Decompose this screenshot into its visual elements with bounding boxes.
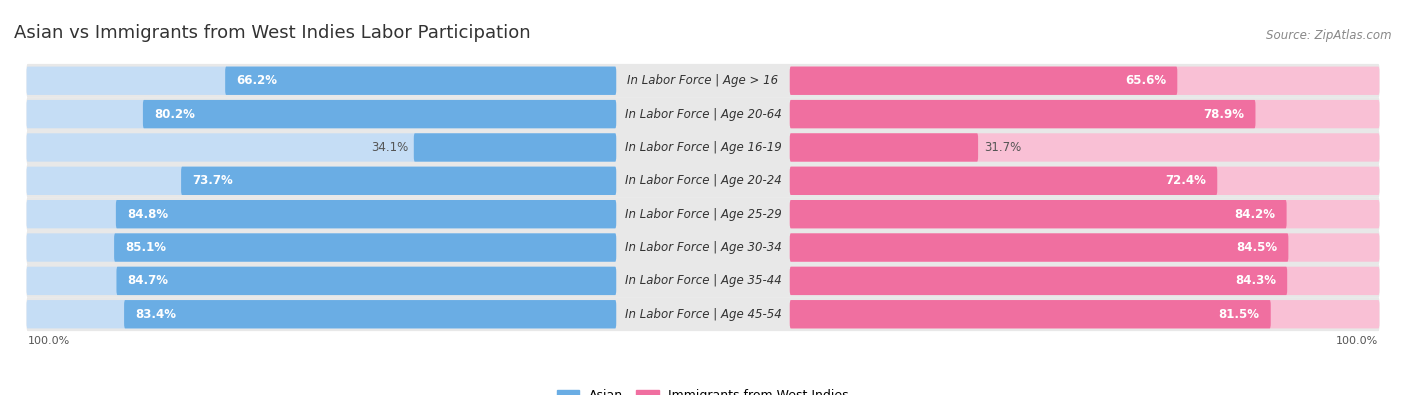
Text: Source: ZipAtlas.com: Source: ZipAtlas.com xyxy=(1267,29,1392,42)
FancyBboxPatch shape xyxy=(790,67,1177,95)
FancyBboxPatch shape xyxy=(790,300,1271,328)
FancyBboxPatch shape xyxy=(790,300,1379,328)
Text: 34.1%: 34.1% xyxy=(371,141,408,154)
Text: 84.8%: 84.8% xyxy=(127,208,169,221)
FancyBboxPatch shape xyxy=(114,233,616,262)
FancyBboxPatch shape xyxy=(143,100,616,128)
Text: 80.2%: 80.2% xyxy=(155,107,195,120)
Text: 78.9%: 78.9% xyxy=(1204,107,1244,120)
Text: 83.4%: 83.4% xyxy=(135,308,176,321)
FancyBboxPatch shape xyxy=(790,100,1256,128)
FancyBboxPatch shape xyxy=(790,100,1379,128)
Text: 84.5%: 84.5% xyxy=(1236,241,1277,254)
Text: In Labor Force | Age 16-19: In Labor Force | Age 16-19 xyxy=(624,141,782,154)
FancyBboxPatch shape xyxy=(27,131,1379,164)
Text: 72.4%: 72.4% xyxy=(1166,174,1206,187)
Text: In Labor Force | Age 30-34: In Labor Force | Age 30-34 xyxy=(624,241,782,254)
FancyBboxPatch shape xyxy=(115,200,616,228)
FancyBboxPatch shape xyxy=(790,233,1288,262)
Text: 66.2%: 66.2% xyxy=(236,74,277,87)
FancyBboxPatch shape xyxy=(27,167,616,195)
Text: 100.0%: 100.0% xyxy=(1336,336,1378,346)
Text: 84.7%: 84.7% xyxy=(128,275,169,288)
Text: 31.7%: 31.7% xyxy=(984,141,1021,154)
FancyBboxPatch shape xyxy=(790,133,979,162)
FancyBboxPatch shape xyxy=(790,233,1379,262)
FancyBboxPatch shape xyxy=(790,267,1379,295)
FancyBboxPatch shape xyxy=(27,267,616,295)
Text: In Labor Force | Age > 16: In Labor Force | Age > 16 xyxy=(627,74,779,87)
Text: In Labor Force | Age 20-24: In Labor Force | Age 20-24 xyxy=(624,174,782,187)
FancyBboxPatch shape xyxy=(225,67,616,95)
Text: In Labor Force | Age 25-29: In Labor Force | Age 25-29 xyxy=(624,208,782,221)
FancyBboxPatch shape xyxy=(117,267,616,295)
FancyBboxPatch shape xyxy=(27,97,1379,131)
Text: 65.6%: 65.6% xyxy=(1125,74,1166,87)
FancyBboxPatch shape xyxy=(790,200,1286,228)
FancyBboxPatch shape xyxy=(790,167,1218,195)
Text: In Labor Force | Age 35-44: In Labor Force | Age 35-44 xyxy=(624,275,782,288)
FancyBboxPatch shape xyxy=(790,167,1379,195)
Text: 73.7%: 73.7% xyxy=(193,174,233,187)
FancyBboxPatch shape xyxy=(27,64,1379,98)
FancyBboxPatch shape xyxy=(27,198,1379,231)
Text: 84.2%: 84.2% xyxy=(1234,208,1275,221)
Text: In Labor Force | Age 45-54: In Labor Force | Age 45-54 xyxy=(624,308,782,321)
FancyBboxPatch shape xyxy=(27,67,616,95)
FancyBboxPatch shape xyxy=(27,164,1379,198)
FancyBboxPatch shape xyxy=(27,264,1379,298)
Text: In Labor Force | Age 20-64: In Labor Force | Age 20-64 xyxy=(624,107,782,120)
FancyBboxPatch shape xyxy=(27,200,616,228)
FancyBboxPatch shape xyxy=(790,133,1379,162)
FancyBboxPatch shape xyxy=(413,133,616,162)
Legend: Asian, Immigrants from West Indies: Asian, Immigrants from West Indies xyxy=(553,384,853,395)
Text: 85.1%: 85.1% xyxy=(125,241,166,254)
FancyBboxPatch shape xyxy=(27,133,616,162)
Text: 100.0%: 100.0% xyxy=(28,336,70,346)
FancyBboxPatch shape xyxy=(790,67,1379,95)
Text: Asian vs Immigrants from West Indies Labor Participation: Asian vs Immigrants from West Indies Lab… xyxy=(14,24,530,42)
FancyBboxPatch shape xyxy=(181,167,616,195)
FancyBboxPatch shape xyxy=(27,100,616,128)
FancyBboxPatch shape xyxy=(790,200,1379,228)
Text: 84.3%: 84.3% xyxy=(1234,275,1277,288)
FancyBboxPatch shape xyxy=(124,300,616,328)
Text: 81.5%: 81.5% xyxy=(1219,308,1260,321)
FancyBboxPatch shape xyxy=(790,267,1286,295)
FancyBboxPatch shape xyxy=(27,231,1379,264)
FancyBboxPatch shape xyxy=(27,233,616,262)
FancyBboxPatch shape xyxy=(27,300,616,328)
FancyBboxPatch shape xyxy=(27,297,1379,331)
